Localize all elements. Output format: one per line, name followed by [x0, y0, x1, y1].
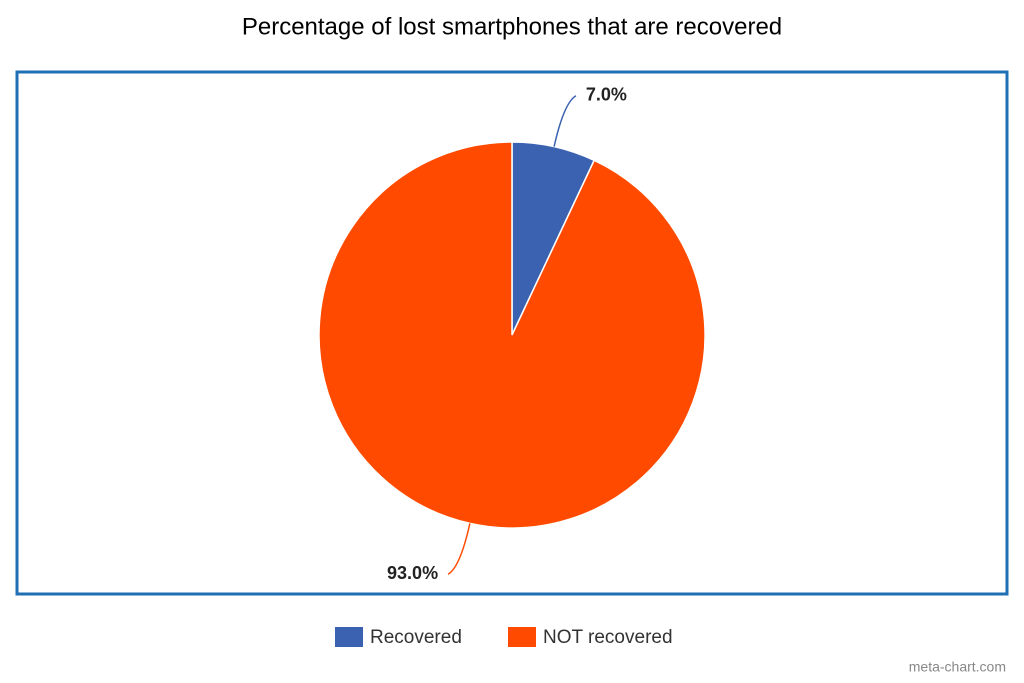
plot-border	[15, 70, 1009, 596]
credit: meta-chart.com	[909, 659, 1006, 675]
pie-slice	[318, 141, 706, 529]
data-label: 7.0%	[586, 84, 627, 104]
data-label: 93.0%	[387, 563, 438, 583]
legend-swatch	[335, 627, 363, 647]
legend-label: Recovered	[370, 627, 462, 648]
leader-line	[553, 95, 577, 147]
chart-title: Percentage of lost smartphones that are …	[242, 13, 782, 40]
legend-label: NOT recovered	[543, 627, 673, 648]
leader-line	[447, 523, 471, 575]
legend-swatch	[508, 627, 536, 647]
